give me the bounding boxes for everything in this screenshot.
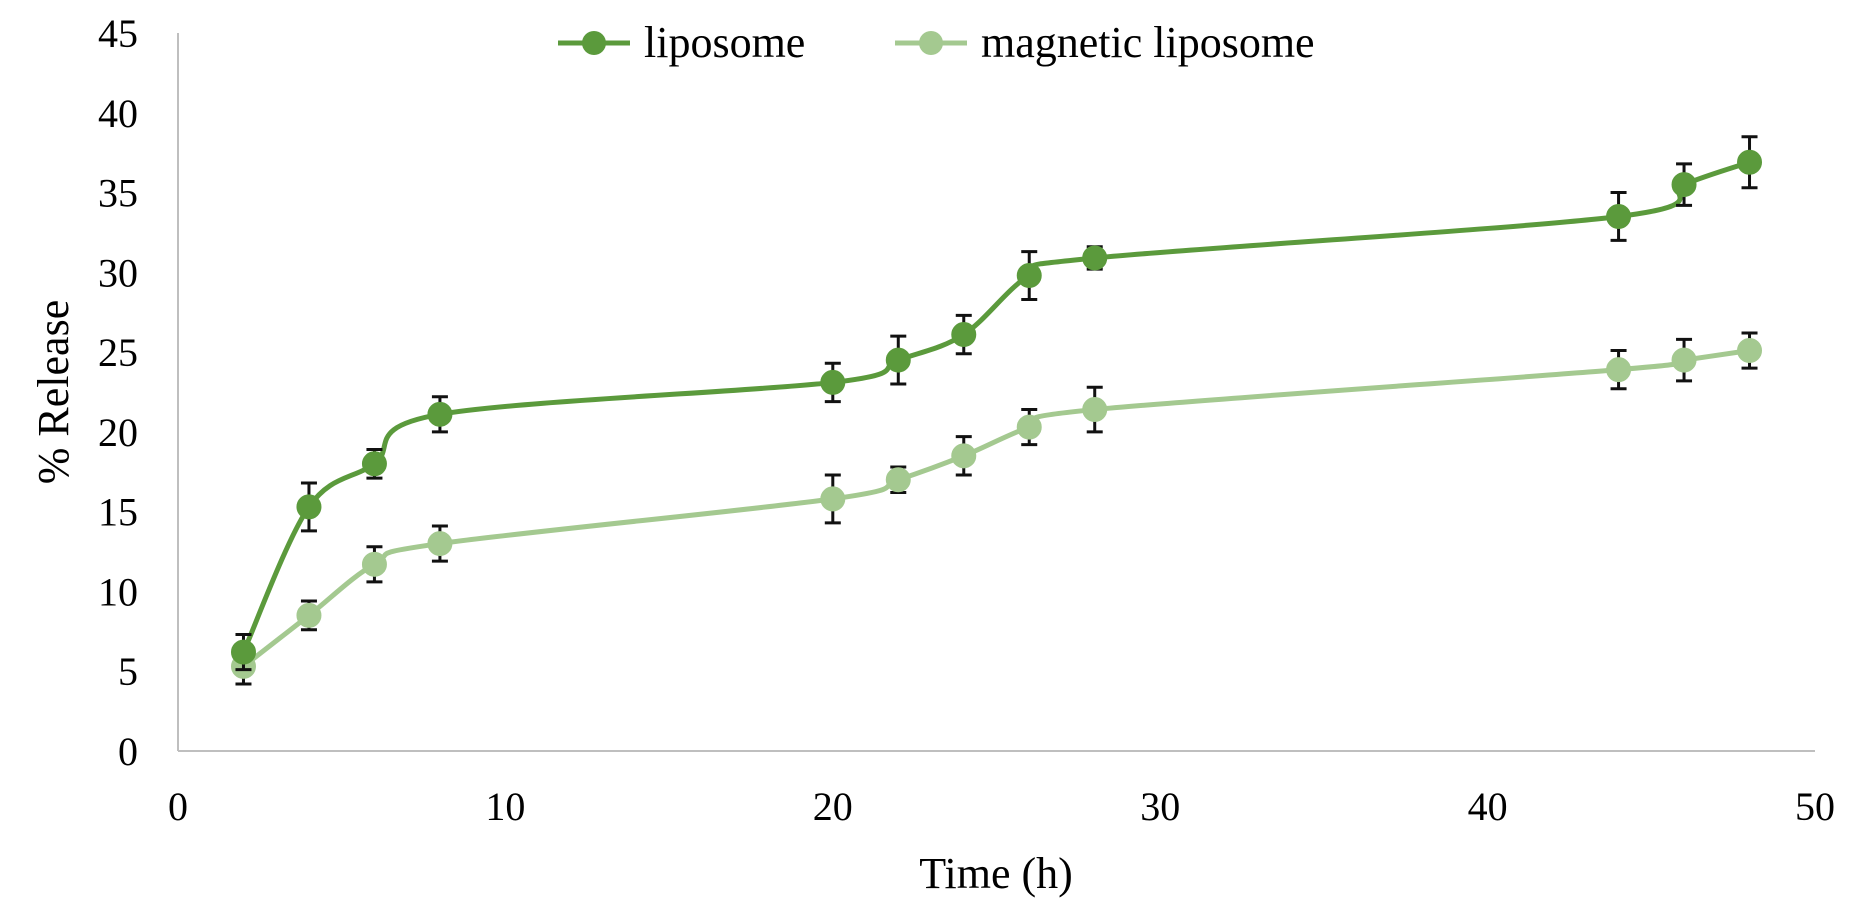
y-tick-label: 0 (118, 729, 138, 774)
x-tick-label: 50 (1795, 784, 1835, 829)
data-point (1671, 347, 1697, 373)
legend-label: magnetic liposome (981, 18, 1315, 67)
data-point (885, 347, 911, 373)
y-axis-title: % Release (29, 300, 78, 484)
data-point (1671, 172, 1697, 198)
y-tick-label: 45 (98, 11, 138, 56)
data-series (230, 135, 1763, 686)
x-tick-label: 10 (485, 784, 525, 829)
y-tick-label: 25 (98, 330, 138, 375)
series-line (241, 159, 1751, 654)
data-point (1737, 338, 1763, 364)
data-point (951, 322, 977, 348)
series-magnetic-liposome (230, 331, 1763, 686)
data-point (361, 551, 387, 577)
data-point (1606, 203, 1632, 229)
y-tick-label: 40 (98, 91, 138, 136)
y-tick-label: 30 (98, 250, 138, 295)
data-point (1606, 357, 1632, 383)
legend-swatch-marker (919, 31, 943, 55)
y-tick-label: 10 (98, 569, 138, 614)
series-line (241, 348, 1750, 669)
data-point (1082, 245, 1108, 271)
legend-item: liposome (558, 18, 805, 67)
legend: liposome magnetic liposome (558, 18, 1315, 67)
data-point (427, 401, 453, 427)
data-point (820, 486, 846, 512)
legend-label: liposome (644, 18, 805, 67)
x-tick-label: 40 (1468, 784, 1508, 829)
legend-item: magnetic liposome (895, 18, 1315, 67)
y-tick-label: 20 (98, 410, 138, 455)
x-axis-title: Time (h) (919, 849, 1073, 898)
x-tick-labels: 0 10 20 30 40 50 (168, 784, 1835, 829)
series-liposome (230, 135, 1763, 672)
data-point (820, 369, 846, 395)
x-tick-label: 30 (1140, 784, 1180, 829)
data-point (1737, 149, 1763, 175)
axes (177, 33, 1815, 752)
data-point (230, 639, 256, 665)
data-point (427, 531, 453, 557)
data-point (1082, 397, 1108, 423)
data-point (885, 467, 911, 493)
y-tick-label: 15 (98, 490, 138, 535)
y-tick-label: 5 (118, 649, 138, 694)
data-point (296, 602, 322, 628)
data-point (361, 451, 387, 477)
y-tick-labels: 0 5 10 15 20 25 30 35 40 45 (98, 11, 138, 774)
data-point (1016, 414, 1042, 440)
legend-swatch-marker (582, 31, 606, 55)
data-point (1016, 263, 1042, 289)
x-tick-label: 20 (813, 784, 853, 829)
y-tick-label: 35 (98, 171, 138, 216)
data-point (296, 494, 322, 520)
x-tick-label: 0 (168, 784, 188, 829)
data-point (951, 443, 977, 469)
